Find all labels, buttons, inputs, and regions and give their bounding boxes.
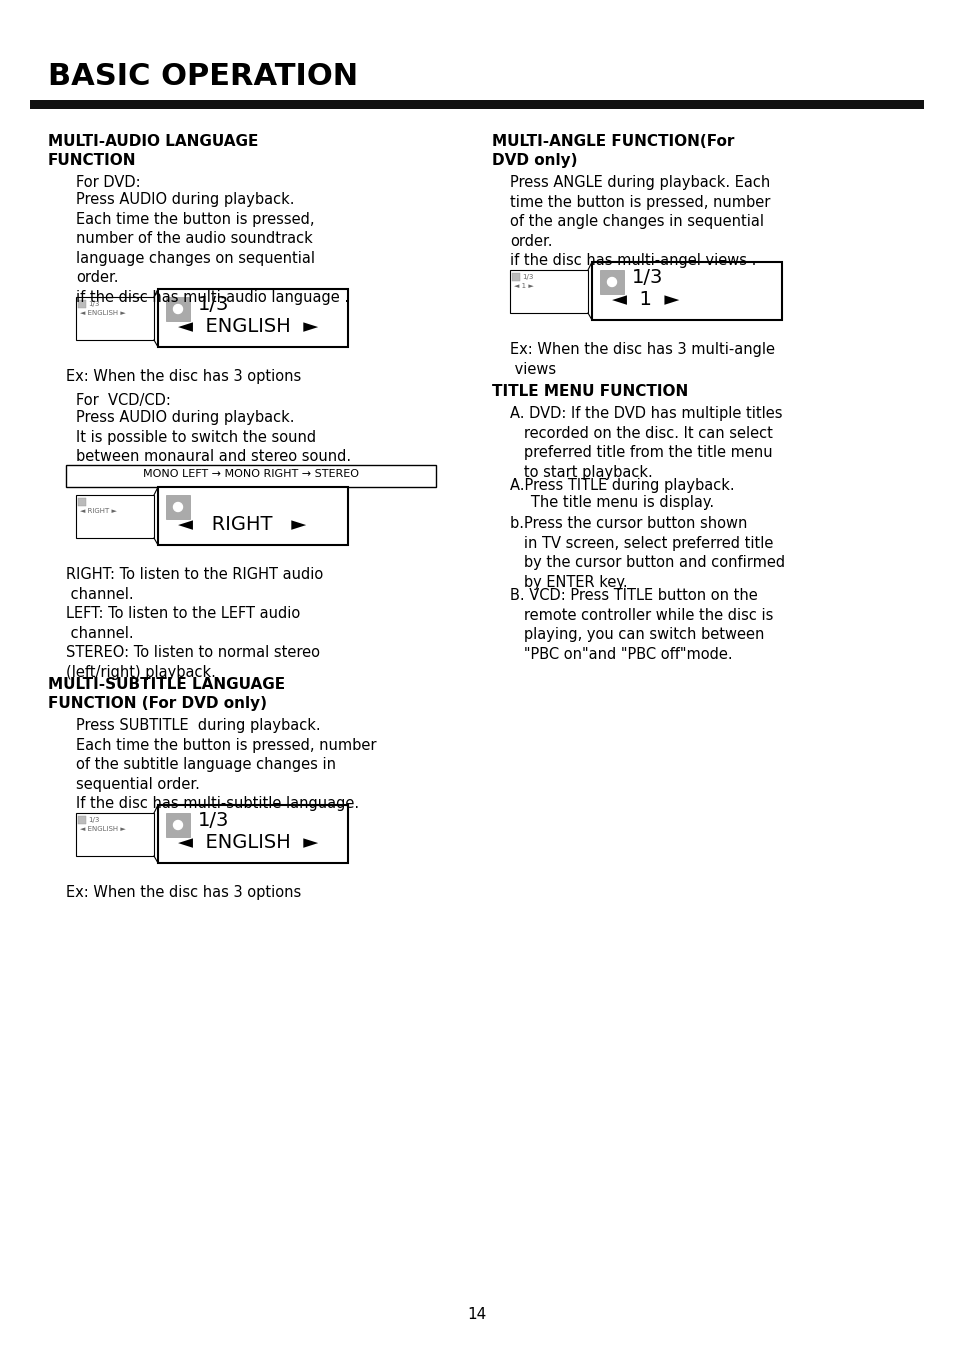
Bar bbox=[158, 804, 348, 863]
Text: ◄ ENGLISH ►: ◄ ENGLISH ► bbox=[80, 826, 126, 831]
Text: ◄ ENGLISH ►: ◄ ENGLISH ► bbox=[80, 310, 126, 316]
Bar bbox=[158, 487, 348, 545]
Circle shape bbox=[173, 304, 182, 314]
Bar bbox=[30, 100, 923, 110]
Bar bbox=[592, 262, 781, 320]
Text: 1/3: 1/3 bbox=[88, 817, 99, 823]
Text: A.Press TITLE during playback.: A.Press TITLE during playback. bbox=[510, 479, 734, 493]
Bar bbox=[166, 495, 190, 519]
Text: The title menu is display.: The title menu is display. bbox=[517, 495, 714, 510]
Text: MULTI-SUBTITLE LANGUAGE: MULTI-SUBTITLE LANGUAGE bbox=[48, 677, 285, 692]
Bar bbox=[76, 813, 153, 856]
Text: 1/3: 1/3 bbox=[198, 811, 229, 830]
Text: Press AUDIO during playback.
It is possible to switch the sound
between monaural: Press AUDIO during playback. It is possi… bbox=[76, 410, 351, 464]
Text: ◄  ENGLISH  ►: ◄ ENGLISH ► bbox=[178, 833, 318, 852]
Bar bbox=[66, 465, 436, 487]
Bar bbox=[78, 498, 86, 506]
Text: 1/3: 1/3 bbox=[88, 301, 99, 307]
Text: FUNCTION: FUNCTION bbox=[48, 153, 136, 168]
Text: Press SUBTITLE  during playback.
Each time the button is pressed, number
of the : Press SUBTITLE during playback. Each tim… bbox=[76, 718, 376, 811]
Text: Press ANGLE during playback. Each
time the button is pressed, number
of the angl: Press ANGLE during playback. Each time t… bbox=[510, 174, 770, 268]
Text: Ex: When the disc has 3 multi-angle
 views: Ex: When the disc has 3 multi-angle view… bbox=[510, 342, 774, 377]
Text: Press AUDIO during playback.
Each time the button is pressed,
number of the audi: Press AUDIO during playback. Each time t… bbox=[76, 192, 349, 304]
Circle shape bbox=[173, 821, 182, 830]
Bar bbox=[76, 495, 153, 538]
Bar bbox=[510, 270, 587, 314]
Text: 1/3: 1/3 bbox=[521, 274, 533, 280]
Text: MULTI-AUDIO LANGUAGE: MULTI-AUDIO LANGUAGE bbox=[48, 134, 258, 149]
Bar bbox=[512, 273, 519, 281]
Bar bbox=[76, 297, 153, 339]
Text: TITLE MENU FUNCTION: TITLE MENU FUNCTION bbox=[492, 384, 687, 399]
Text: ◄   RIGHT   ►: ◄ RIGHT ► bbox=[178, 515, 306, 534]
Text: FUNCTION (For DVD only): FUNCTION (For DVD only) bbox=[48, 696, 267, 711]
Text: MULTI-ANGLE FUNCTION(For: MULTI-ANGLE FUNCTION(For bbox=[492, 134, 734, 149]
Text: BASIC OPERATION: BASIC OPERATION bbox=[48, 62, 357, 91]
Bar bbox=[166, 297, 190, 320]
Text: ◄  ENGLISH  ►: ◄ ENGLISH ► bbox=[178, 316, 318, 337]
Text: A. DVD: If the DVD has multiple titles
   recorded on the disc. It can select
  : A. DVD: If the DVD has multiple titles r… bbox=[510, 406, 781, 480]
Text: ◄ 1 ►: ◄ 1 ► bbox=[514, 283, 533, 289]
Bar bbox=[599, 270, 623, 293]
Circle shape bbox=[607, 277, 616, 287]
Text: b.Press the cursor button shown
   in TV screen, select preferred title
   by th: b.Press the cursor button shown in TV sc… bbox=[510, 516, 784, 589]
Bar bbox=[166, 813, 190, 837]
Text: ◄  1  ►: ◄ 1 ► bbox=[612, 289, 679, 310]
Text: Ex: When the disc has 3 options: Ex: When the disc has 3 options bbox=[66, 886, 301, 900]
Text: 14: 14 bbox=[467, 1307, 486, 1322]
Text: Ex: When the disc has 3 options: Ex: When the disc has 3 options bbox=[66, 369, 301, 384]
Text: RIGHT: To listen to the RIGHT audio
 channel.
LEFT: To listen to the LEFT audio
: RIGHT: To listen to the RIGHT audio chan… bbox=[66, 566, 323, 680]
Text: 1/3: 1/3 bbox=[631, 268, 662, 287]
Circle shape bbox=[173, 503, 182, 511]
Text: B. VCD: Press TITLE button on the
   remote controller while the disc is
   play: B. VCD: Press TITLE button on the remote… bbox=[510, 588, 773, 661]
Text: DVD only): DVD only) bbox=[492, 153, 577, 168]
Text: 1/3: 1/3 bbox=[198, 295, 229, 314]
Text: ◄ RIGHT ►: ◄ RIGHT ► bbox=[80, 508, 117, 514]
Bar bbox=[78, 817, 86, 823]
Bar bbox=[158, 289, 348, 347]
Text: MONO LEFT → MONO RIGHT → STEREO: MONO LEFT → MONO RIGHT → STEREO bbox=[143, 469, 358, 479]
Text: For DVD:: For DVD: bbox=[76, 174, 140, 191]
Text: For  VCD/CD:: For VCD/CD: bbox=[76, 393, 171, 408]
Bar bbox=[78, 300, 86, 308]
